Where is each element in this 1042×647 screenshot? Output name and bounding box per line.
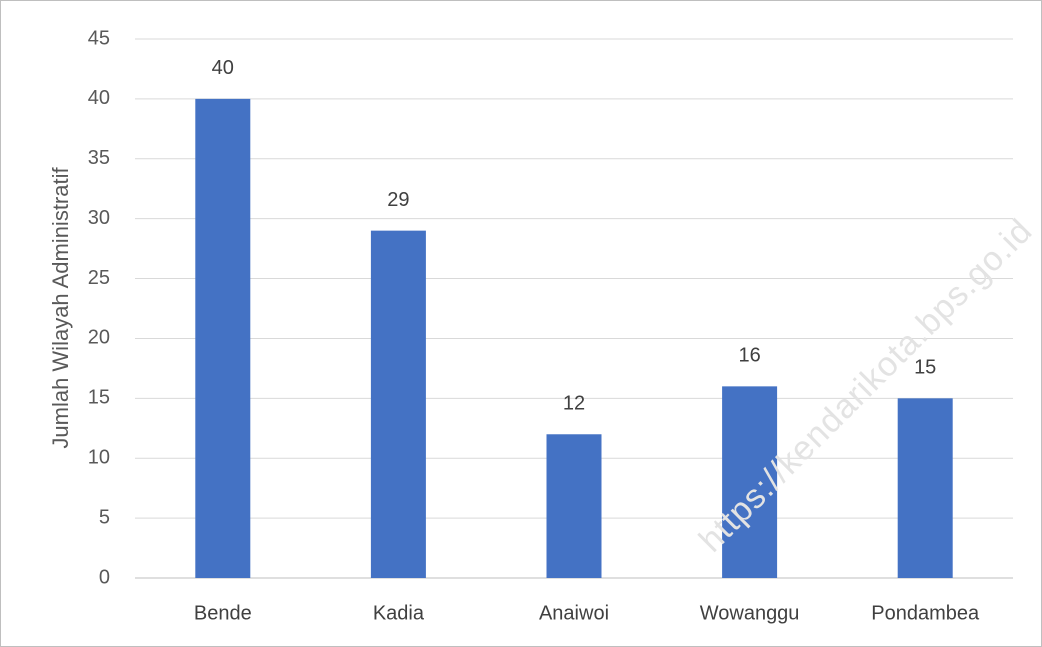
x-tick-label: Wowanggu [700, 602, 800, 624]
data-label: 16 [738, 345, 760, 367]
y-tick-label: 20 [88, 327, 110, 349]
x-tick-label: Pondambea [871, 602, 980, 624]
bar [195, 98, 251, 578]
y-tick-label: 25 [88, 267, 110, 289]
data-label: 15 [914, 357, 936, 379]
data-label: 40 [212, 57, 234, 79]
y-tick-label: 5 [99, 506, 110, 528]
data-label: 29 [387, 189, 409, 211]
y-tick-label: 45 [88, 27, 110, 49]
data-label: 12 [563, 393, 585, 415]
x-tick-label: Anaiwoi [539, 602, 609, 624]
y-axis-label: Jumlah Wilayah Administratif [48, 167, 73, 449]
bar [546, 434, 602, 578]
y-tick-label: 0 [99, 566, 110, 588]
x-tick-label: Kadia [373, 602, 425, 624]
y-tick-label: 35 [88, 147, 110, 169]
x-tick-label: Bende [194, 602, 252, 624]
y-tick-label: 40 [88, 87, 110, 109]
y-tick-label: 30 [88, 207, 110, 229]
y-tick-label: 10 [88, 447, 110, 469]
bar [370, 230, 426, 578]
bar [897, 398, 953, 578]
bar [722, 386, 778, 578]
y-tick-label: 15 [88, 387, 110, 409]
